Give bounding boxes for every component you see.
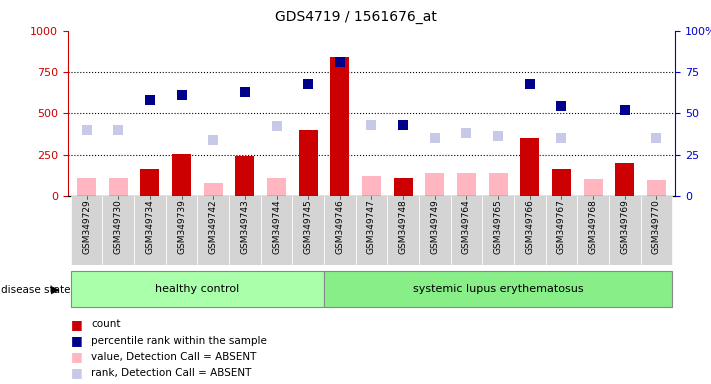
Text: GSM349764: GSM349764 [462,199,471,254]
Text: GSM349748: GSM349748 [399,199,407,254]
Text: systemic lupus erythematosus: systemic lupus erythematosus [413,284,584,294]
Text: GSM349729: GSM349729 [82,199,91,254]
Text: GSM349744: GSM349744 [272,199,281,254]
Bar [109,178,128,196]
Text: healthy control: healthy control [155,284,240,294]
Text: GSM349769: GSM349769 [620,199,629,254]
Bar [488,173,508,196]
Bar [267,178,286,196]
Bar [647,180,666,196]
Text: value, Detection Call = ABSENT: value, Detection Call = ABSENT [91,352,257,362]
Bar [457,173,476,196]
Bar [77,178,96,196]
Text: disease state: disease state [1,285,71,295]
Bar [615,163,634,196]
Bar [299,130,318,196]
Text: ■: ■ [71,366,83,379]
Bar [324,196,356,265]
Bar [235,156,255,196]
Text: GSM349745: GSM349745 [304,199,313,254]
Bar [140,169,159,196]
Bar [514,196,545,265]
Bar [203,184,223,196]
Bar [261,196,292,265]
Bar [356,196,387,265]
Text: GSM349739: GSM349739 [177,199,186,254]
Text: count: count [91,319,120,329]
Text: GSM349749: GSM349749 [430,199,439,254]
Bar [324,271,673,307]
Text: GSM349770: GSM349770 [652,199,661,254]
Bar [419,196,451,265]
Bar [545,196,577,265]
Bar [331,57,349,196]
Text: GSM349766: GSM349766 [525,199,534,254]
Text: ▶: ▶ [50,285,59,295]
Bar [229,196,261,265]
Bar [641,196,673,265]
Text: rank, Detection Call = ABSENT: rank, Detection Call = ABSENT [91,368,252,378]
Bar [520,138,540,196]
Text: percentile rank within the sample: percentile rank within the sample [91,336,267,346]
Bar [577,196,609,265]
Text: GDS4719 / 1561676_at: GDS4719 / 1561676_at [274,10,437,23]
Text: ■: ■ [71,318,83,331]
Bar [425,173,444,196]
Bar [166,196,198,265]
Text: GSM349765: GSM349765 [493,199,503,254]
Bar [134,196,166,265]
Bar [172,154,191,196]
Text: GSM349734: GSM349734 [145,199,154,254]
Bar [609,196,641,265]
Bar [552,169,571,196]
Text: GSM349747: GSM349747 [367,199,376,254]
Text: GSM349768: GSM349768 [589,199,598,254]
Text: GSM349746: GSM349746 [336,199,344,254]
Text: ■: ■ [71,334,83,347]
Bar [198,196,229,265]
Text: GSM349730: GSM349730 [114,199,123,254]
Text: ■: ■ [71,350,83,363]
Bar [70,196,102,265]
Text: GSM349743: GSM349743 [240,199,250,254]
Bar [451,196,482,265]
Bar [482,196,514,265]
Bar [292,196,324,265]
Bar [584,179,603,196]
Bar [70,271,324,307]
Bar [362,176,381,196]
Bar [387,196,419,265]
Bar [102,196,134,265]
Bar [394,178,412,196]
Text: GSM349767: GSM349767 [557,199,566,254]
Text: GSM349742: GSM349742 [209,199,218,254]
